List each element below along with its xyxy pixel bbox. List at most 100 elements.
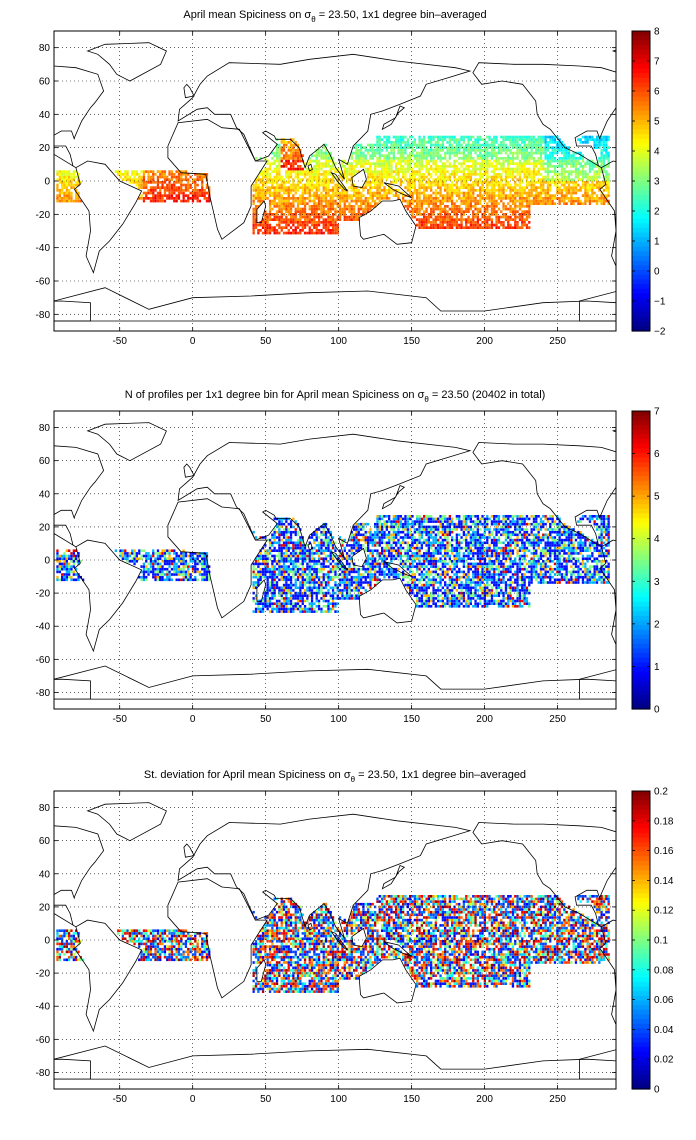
data-bin — [310, 218, 314, 221]
data-bin — [493, 186, 496, 189]
data-bin — [299, 583, 302, 587]
data-bin — [282, 565, 286, 568]
data-bin — [149, 197, 153, 200]
data-bin — [490, 138, 494, 141]
data-bin — [544, 135, 547, 139]
data-bin — [259, 610, 262, 613]
data-bin — [324, 226, 328, 229]
data-bin — [507, 146, 510, 149]
data-bin — [472, 191, 475, 195]
data-bin — [278, 586, 281, 590]
data-bin — [292, 546, 295, 550]
data-bin — [294, 141, 297, 144]
data-bin — [278, 560, 281, 563]
data-bin — [273, 607, 276, 611]
data-bin — [268, 544, 272, 547]
data-bin — [460, 146, 463, 149]
data-bin — [544, 151, 547, 155]
data-bin — [434, 159, 437, 163]
data-bin — [460, 143, 463, 147]
data-bin — [329, 229, 332, 232]
data-bin — [584, 170, 587, 173]
data-bin — [266, 549, 269, 552]
data-bin — [282, 207, 286, 211]
data-bin — [138, 183, 141, 187]
data-bin — [301, 599, 304, 603]
data-bin — [182, 194, 185, 197]
data-bin — [439, 143, 442, 147]
data-bin — [285, 173, 288, 176]
colorbar-segment — [632, 312, 650, 318]
data-bin — [432, 207, 435, 211]
data-bin — [441, 199, 444, 203]
data-bin — [350, 194, 353, 197]
data-bin — [551, 146, 554, 149]
colorbar-segment — [632, 96, 650, 102]
data-bin — [397, 162, 400, 165]
data-bin — [446, 199, 449, 203]
data-bin — [264, 226, 267, 229]
data-bin — [467, 199, 470, 203]
data-bin — [542, 149, 545, 152]
data-bin — [593, 191, 596, 195]
data-bin — [367, 210, 370, 213]
data-bin — [257, 562, 260, 566]
data-bin — [285, 154, 288, 157]
data-bin — [374, 151, 377, 155]
data-bin — [455, 149, 458, 152]
data-bin — [68, 199, 71, 203]
data-bin — [455, 199, 458, 203]
data-bin — [530, 183, 533, 187]
data-bin — [124, 170, 127, 173]
data-bin — [280, 520, 283, 523]
data-bin — [553, 141, 557, 144]
data-bin — [556, 159, 559, 163]
data-bin — [539, 191, 543, 195]
data-bin — [201, 189, 204, 192]
data-bin — [282, 226, 286, 229]
data-bin — [317, 173, 321, 176]
data-bin — [301, 197, 304, 200]
data-bin — [553, 138, 557, 141]
data-bin — [469, 202, 472, 205]
data-bin — [168, 181, 171, 184]
data-bin — [434, 205, 437, 208]
data-bin — [581, 173, 585, 176]
data-bin — [287, 586, 290, 590]
data-bin — [518, 138, 522, 141]
data-bin — [268, 205, 272, 208]
data-bin — [544, 167, 547, 171]
data-bin — [154, 573, 157, 576]
data-bin — [509, 159, 512, 163]
data-bin — [282, 199, 286, 203]
data-bin — [306, 183, 309, 187]
data-bin — [544, 197, 547, 200]
data-bin — [523, 197, 526, 200]
data-bin — [542, 151, 545, 155]
data-bin — [175, 186, 178, 189]
data-bin — [528, 215, 531, 219]
data-bin — [481, 154, 484, 157]
data-bin — [451, 202, 454, 205]
data-bin — [287, 597, 290, 600]
data-bin — [147, 191, 150, 195]
data-bin — [598, 170, 601, 173]
data-bin — [511, 186, 515, 189]
data-bin — [268, 218, 272, 221]
data-bin — [448, 189, 451, 192]
data-bin — [364, 170, 367, 173]
data-bin — [348, 186, 351, 189]
data-bin — [434, 226, 437, 229]
data-bin — [493, 178, 496, 181]
data-bin — [567, 151, 571, 155]
data-bin — [411, 154, 414, 157]
data-bin — [399, 146, 402, 149]
data-bin — [539, 194, 543, 197]
data-bin — [196, 560, 199, 563]
data-bin — [282, 557, 286, 560]
data-bin — [301, 610, 304, 613]
data-bin — [196, 194, 199, 197]
data-bin — [546, 146, 550, 149]
data-bin — [140, 554, 143, 558]
data-bin — [273, 536, 276, 539]
